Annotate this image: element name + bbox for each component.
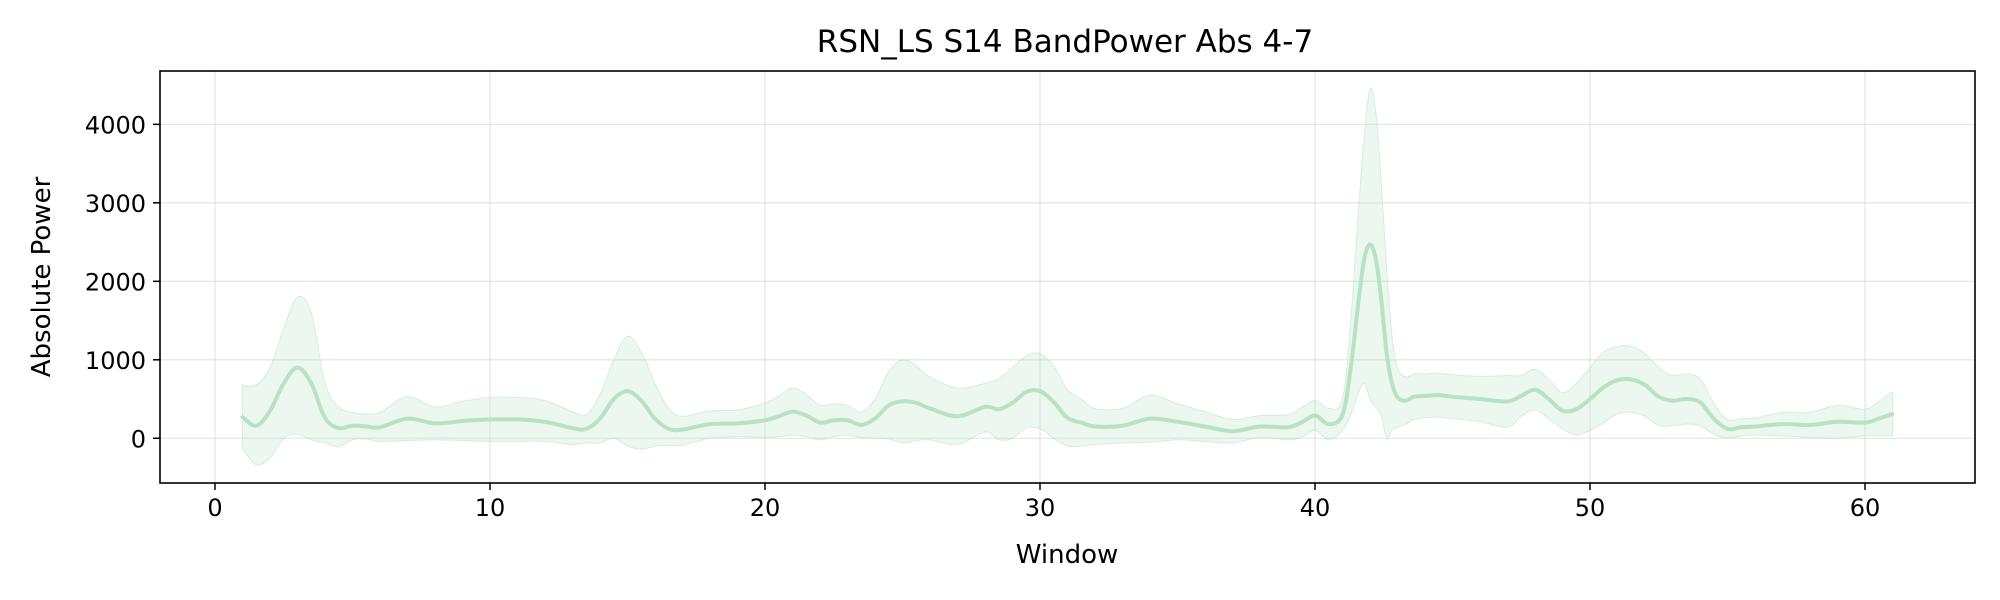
y-tick-label: 3000 <box>85 190 146 218</box>
x-tick-label: 60 <box>1850 494 1881 522</box>
grid-lines <box>160 71 1975 483</box>
y-tick-label: 0 <box>131 425 146 453</box>
x-tick-label: 10 <box>475 494 506 522</box>
y-axis-ticks: 0 1000 2000 3000 4000 <box>85 111 160 453</box>
chart-title: RSN_LS S14 BandPower Abs 4-7 <box>817 24 1313 60</box>
x-tick-label: 50 <box>1575 494 1606 522</box>
y-axis-label: Absolute Power <box>27 176 57 377</box>
x-tick-label: 0 <box>207 494 222 522</box>
x-tick-label: 20 <box>750 494 781 522</box>
x-axis-label: Window <box>1016 540 1119 570</box>
x-tick-label: 40 <box>1300 494 1331 522</box>
x-tick-label: 30 <box>1025 494 1056 522</box>
x-axis-ticks: 0 10 20 30 40 50 60 <box>207 483 1880 522</box>
y-tick-label: 2000 <box>85 268 146 296</box>
plot-frame <box>159 70 1976 484</box>
mean-line <box>240 242 1895 434</box>
mean-line-path <box>240 242 1895 434</box>
y-tick-label: 1000 <box>85 347 146 375</box>
y-tick-label: 4000 <box>85 111 146 139</box>
